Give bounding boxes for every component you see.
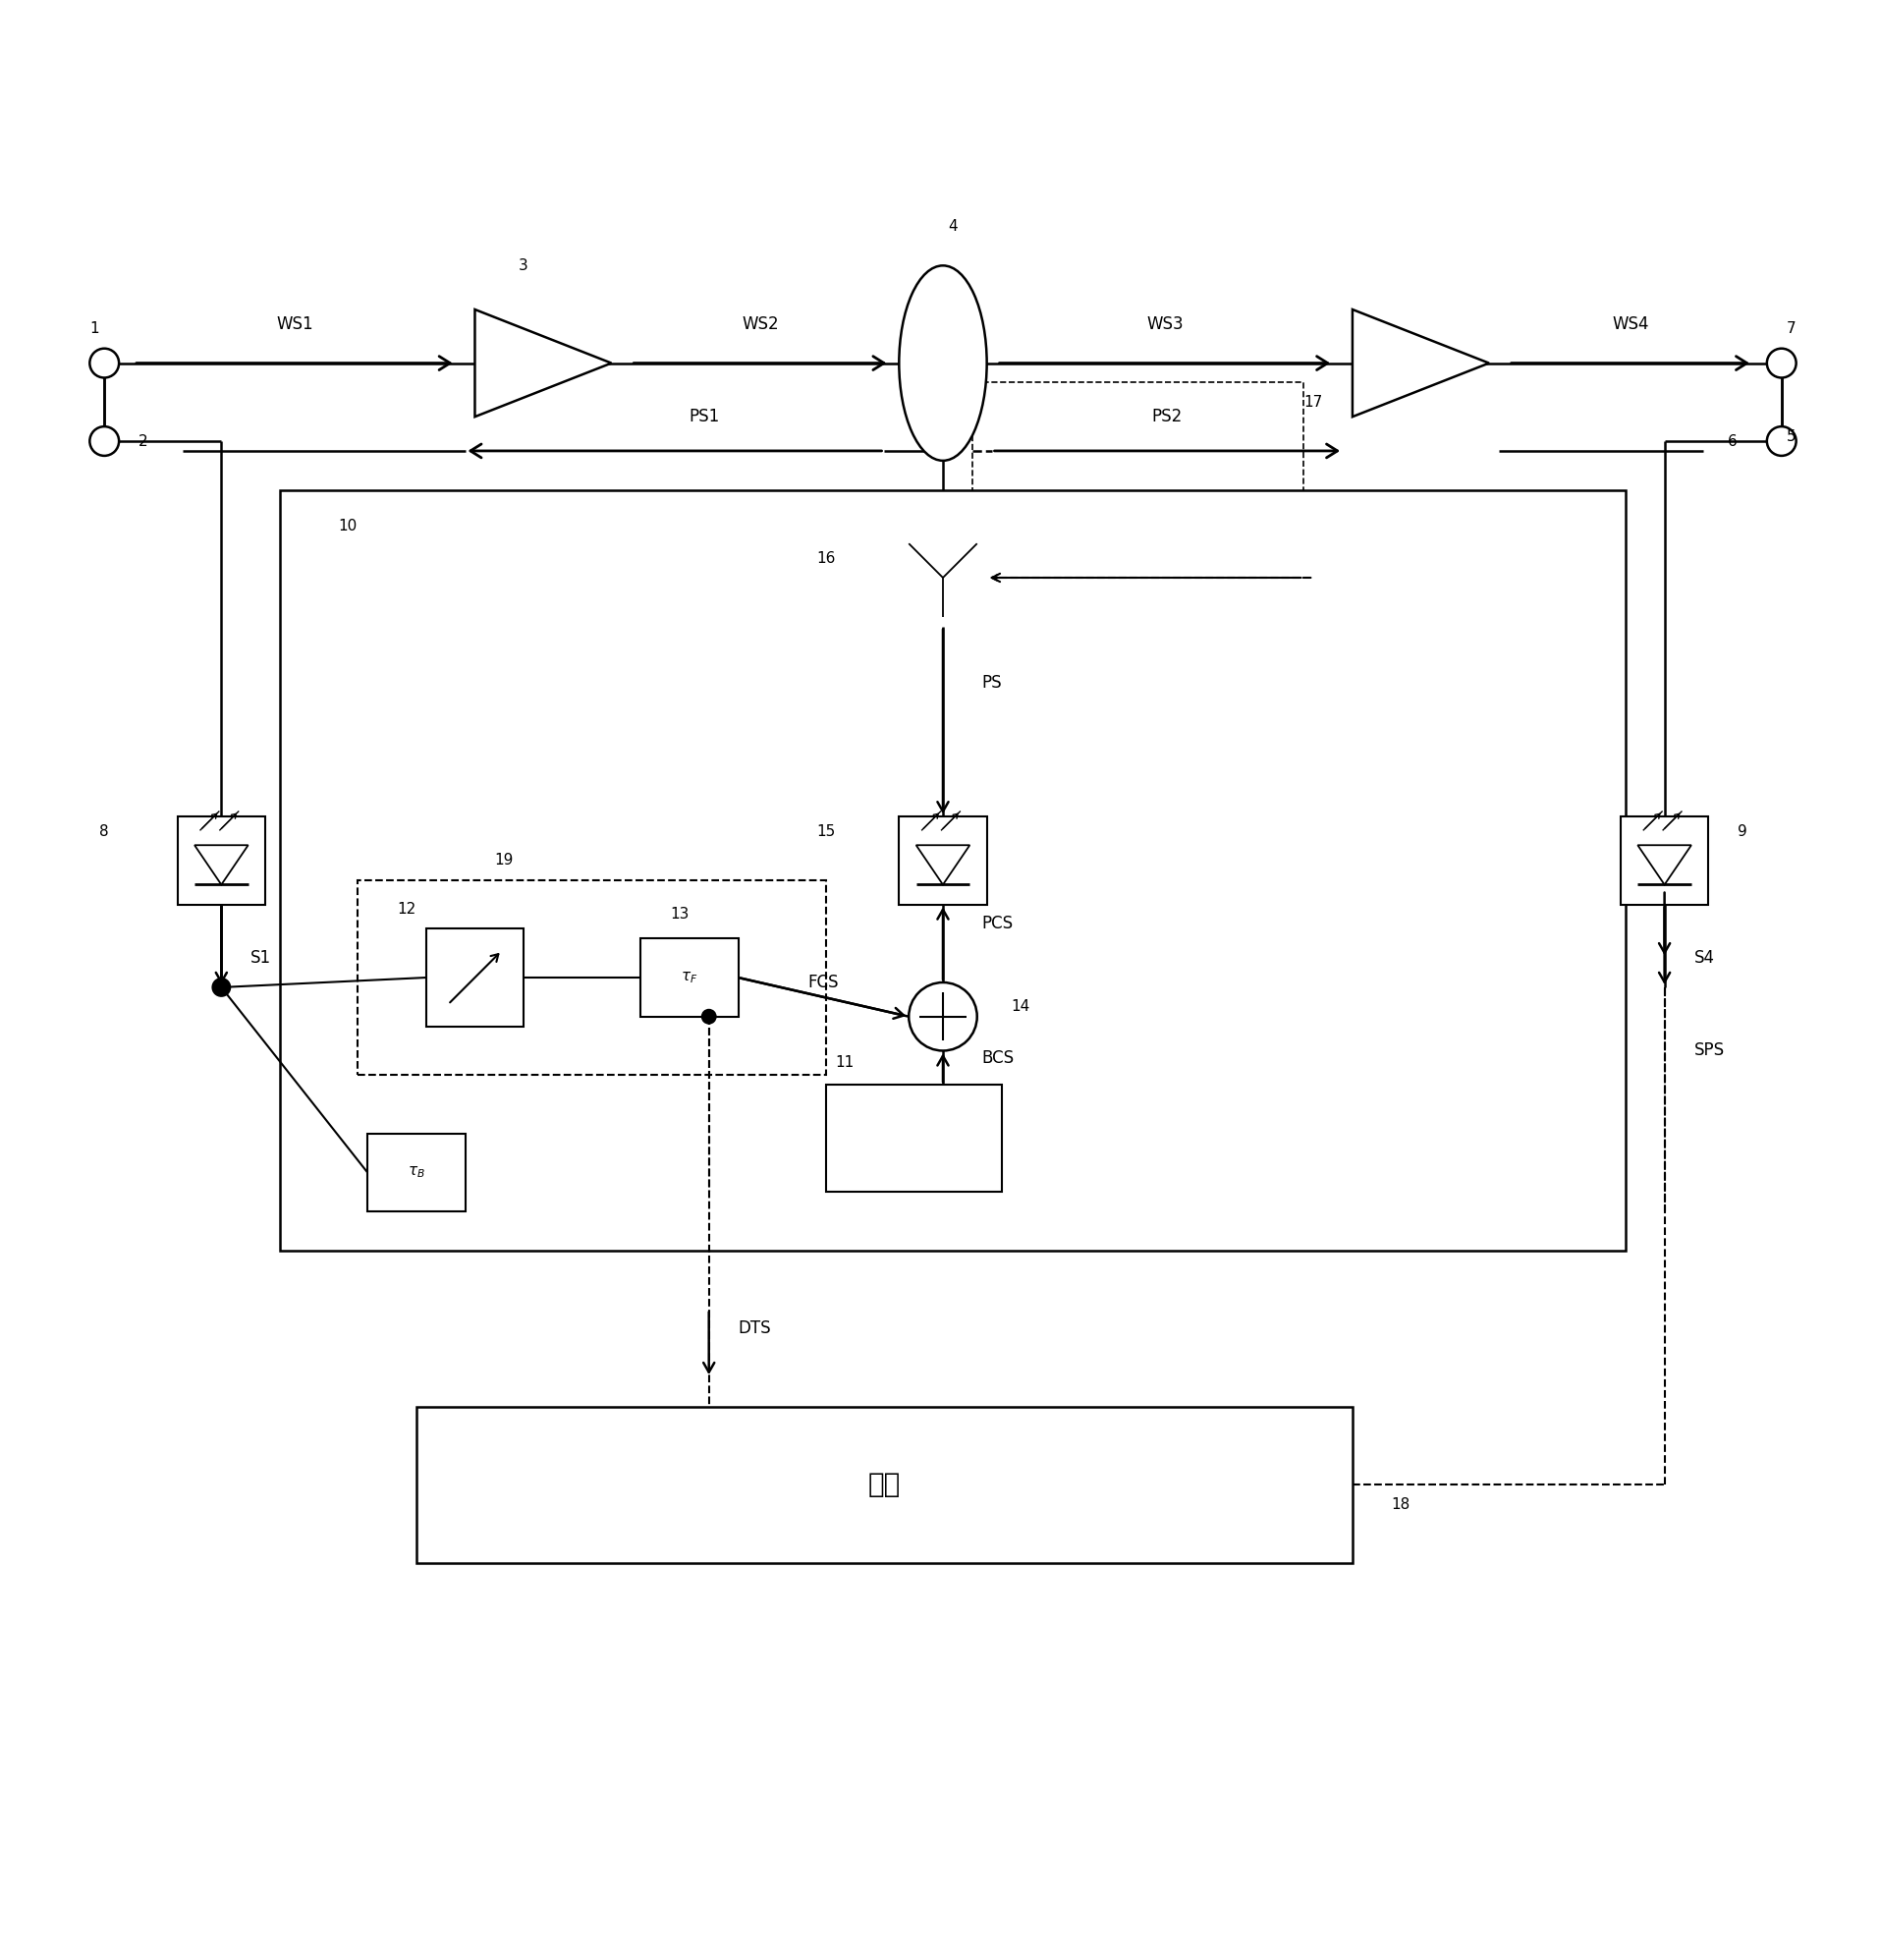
Circle shape (212, 978, 231, 998)
Bar (641, 939, 739, 1017)
Text: 11: 11 (837, 1056, 855, 1070)
Text: WS4: WS4 (1611, 316, 1649, 333)
Text: S1: S1 (250, 949, 271, 966)
Bar (177, 817, 265, 904)
Text: 3: 3 (519, 259, 528, 272)
Text: 8: 8 (100, 823, 109, 839)
Bar (825, 1084, 1002, 1192)
Circle shape (701, 1009, 716, 1025)
Text: $\tau_F$: $\tau_F$ (681, 970, 697, 986)
Text: FCS: FCS (808, 974, 838, 992)
Bar (357, 880, 825, 1076)
Polygon shape (916, 845, 970, 884)
Circle shape (90, 427, 118, 457)
Text: 14: 14 (1011, 1000, 1030, 1013)
Text: 10: 10 (338, 519, 357, 533)
Bar (427, 929, 525, 1027)
Text: 6: 6 (1728, 433, 1737, 449)
Bar (280, 490, 1626, 1250)
Text: 19: 19 (494, 853, 513, 868)
Text: 1: 1 (90, 321, 100, 337)
Text: BCS: BCS (981, 1049, 1015, 1066)
Text: DTS: DTS (739, 1319, 771, 1337)
Text: PS: PS (981, 674, 1002, 692)
Bar (415, 1407, 1352, 1562)
Text: 17: 17 (1305, 394, 1324, 410)
Text: 15: 15 (816, 823, 835, 839)
Text: 配置: 配置 (869, 1470, 901, 1499)
Text: SPS: SPS (1694, 1043, 1724, 1060)
Polygon shape (1637, 845, 1692, 884)
Circle shape (1767, 349, 1795, 378)
Text: 4: 4 (948, 220, 957, 233)
Bar (972, 382, 1303, 500)
Text: 2: 2 (139, 433, 149, 449)
Polygon shape (1352, 310, 1489, 417)
Bar (899, 529, 987, 627)
Text: 12: 12 (397, 902, 415, 917)
Circle shape (90, 349, 118, 378)
Text: 7: 7 (1786, 321, 1795, 337)
Text: $\tau_B$: $\tau_B$ (408, 1164, 425, 1180)
Text: PS2: PS2 (1152, 408, 1183, 425)
Bar (368, 1133, 464, 1211)
Ellipse shape (899, 265, 987, 461)
Text: PS1: PS1 (688, 408, 720, 425)
Text: PCS: PCS (981, 915, 1013, 933)
Circle shape (908, 982, 978, 1051)
Bar (1621, 817, 1709, 904)
Text: WS1: WS1 (276, 316, 312, 333)
Text: 18: 18 (1391, 1497, 1410, 1511)
Polygon shape (194, 845, 248, 884)
Bar (899, 817, 987, 904)
Circle shape (1767, 427, 1795, 457)
Text: S4: S4 (1694, 949, 1715, 966)
Text: 16: 16 (816, 551, 835, 566)
Text: 13: 13 (669, 907, 690, 921)
Text: 9: 9 (1737, 823, 1747, 839)
Text: WS2: WS2 (741, 316, 778, 333)
Text: 5: 5 (1786, 429, 1795, 443)
Text: WS3: WS3 (1147, 316, 1183, 333)
Polygon shape (476, 310, 611, 417)
